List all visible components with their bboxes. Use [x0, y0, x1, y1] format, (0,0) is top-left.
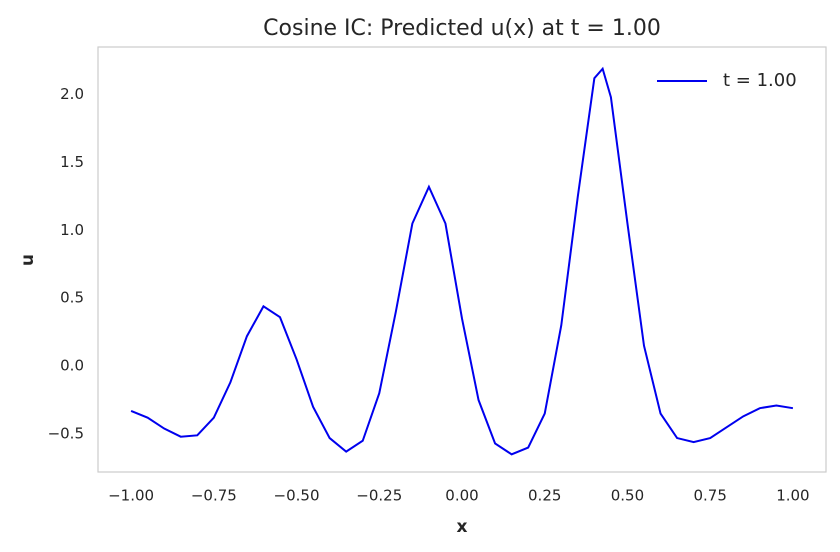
- y-tick-label: 0.5: [60, 289, 84, 307]
- x-tick-label: 0.50: [611, 487, 644, 505]
- x-tick-label: −0.25: [356, 487, 402, 505]
- x-tick-label: 1.00: [776, 487, 809, 505]
- y-tick-label: 1.5: [60, 153, 84, 171]
- y-tick-label: 0.0: [60, 357, 84, 375]
- y-axis-label: u: [18, 254, 38, 266]
- x-tick-label: −0.75: [191, 487, 237, 505]
- x-tick-label: −0.50: [274, 487, 320, 505]
- plot-frame: [97, 46, 827, 473]
- chart-title: Cosine IC: Predicted u(x) at t = 1.00: [263, 16, 661, 41]
- x-tick-label: 0.00: [445, 487, 478, 505]
- data-line: [130, 66, 794, 456]
- legend-label: t = 1.00: [723, 70, 797, 91]
- y-tick-label: −0.5: [48, 424, 84, 442]
- x-tick-label: 0.25: [528, 487, 561, 505]
- x-axis-label: x: [457, 517, 468, 537]
- y-tick-label: 1.0: [60, 221, 84, 239]
- x-tick-label: 0.75: [693, 487, 726, 505]
- y-tick-label: 2.0: [60, 85, 84, 103]
- x-tick-label: −1.00: [108, 487, 154, 505]
